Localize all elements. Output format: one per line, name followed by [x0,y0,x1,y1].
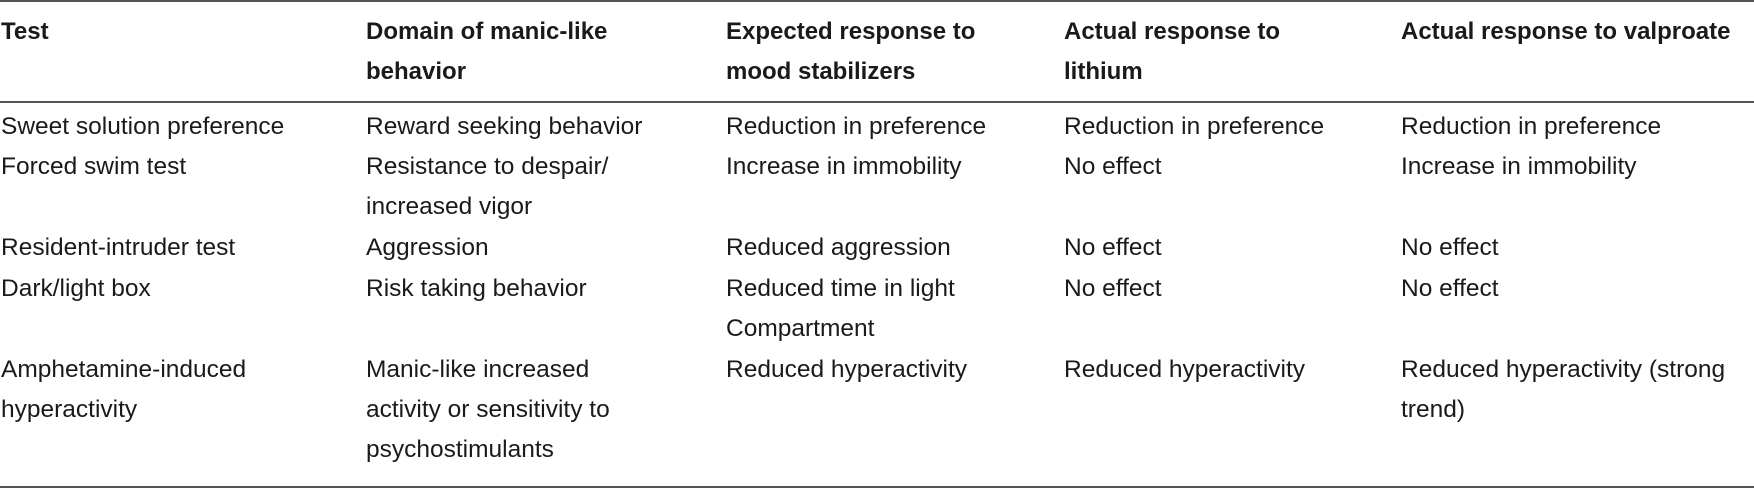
cell-lithium: Reduction in preference [1064,113,1325,140]
cell-domain: Aggression [366,234,489,261]
header-valproate-response: Actual response to valproate [1401,18,1731,45]
header-test: Test [1,18,49,45]
header-lithium-response: Actual response to lithium [1064,18,1281,85]
cell-valproate: Reduction in preference [1401,113,1662,140]
cell-lithium: No effect [1064,234,1162,261]
cell-test: Sweet solution preference [1,113,285,140]
cell-test: Dark/light box [1,275,151,302]
cell-expected: Increase in immobility [726,153,962,180]
header-rule [0,101,1754,103]
cell-valproate: No effect [1401,275,1499,302]
cell-expected: Reduced time in light Compartment [726,275,955,342]
table-bottom-rule [0,486,1754,488]
cell-valproate: Increase in immobility [1401,153,1637,180]
cell-domain: Risk taking behavior [366,275,587,302]
cell-test: Forced swim test [1,153,187,180]
cell-lithium: Reduced hyperactivity [1064,356,1306,383]
cell-domain: Reward seeking behavior [366,113,643,140]
cell-expected: Reduced hyperactivity [726,356,968,383]
cell-domain: Manic-like increased activity or sensiti… [366,356,610,463]
cell-lithium: No effect [1064,153,1162,180]
cell-lithium: No effect [1064,275,1162,302]
cell-expected: Reduction in preference [726,113,987,140]
cell-domain: Resistance to despair/ increased vigor [366,153,609,220]
cell-test: Amphetamine-induced hyperactivity [1,356,247,423]
cell-test: Resident-intruder test [1,234,236,261]
header-domain: Domain of manic-like behavior [366,18,608,85]
cell-expected: Reduced aggression [726,234,951,261]
cell-valproate: Reduced hyperactivity (strong trend) [1401,356,1726,423]
header-expected-response: Expected response to mood stabilizers [726,18,976,85]
cell-valproate: No effect [1401,234,1499,261]
table-top-rule [0,0,1754,2]
